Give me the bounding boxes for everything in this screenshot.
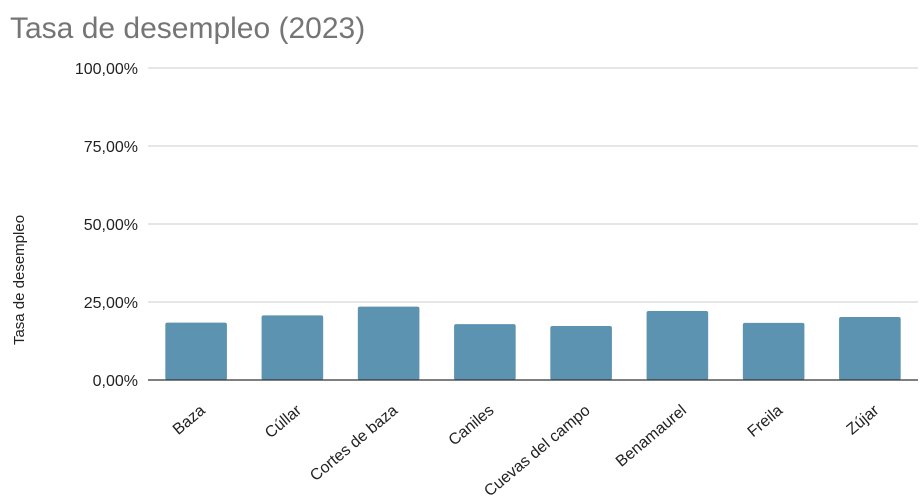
x-category-label: Cuevas del campo bbox=[481, 402, 594, 497]
bar bbox=[839, 316, 901, 380]
x-category-label: Freila bbox=[745, 402, 787, 441]
gridlines bbox=[148, 67, 918, 303]
x-category-label: Cortes de baza bbox=[307, 402, 401, 485]
x-category-label: Benamaurel bbox=[613, 402, 690, 470]
y-tick-label: 25,00% bbox=[84, 295, 138, 312]
bar bbox=[357, 306, 420, 380]
x-category-label: Caniles bbox=[446, 402, 498, 449]
x-category-label: Zújar bbox=[844, 402, 883, 439]
bar bbox=[742, 322, 805, 380]
y-tick-label: 100,00% bbox=[75, 61, 138, 78]
bar bbox=[165, 322, 227, 380]
y-tick-label: 50,00% bbox=[84, 217, 138, 234]
x-category-label: Baza bbox=[170, 402, 209, 439]
y-tick-label: 0,00% bbox=[93, 373, 138, 390]
bar bbox=[550, 326, 612, 380]
bar bbox=[454, 324, 516, 380]
y-axis-label: Tasa de desempleo bbox=[11, 215, 28, 345]
x-category-label: Cúllar bbox=[262, 402, 305, 442]
y-tick-labels: 0,00% 25,00% 50,00% 75,00% 100,00% bbox=[75, 61, 138, 390]
bars bbox=[165, 306, 901, 380]
bar bbox=[261, 315, 324, 380]
chart-title: Tasa de desempleo (2023) bbox=[10, 12, 365, 45]
y-tick-label: 75,00% bbox=[84, 139, 138, 156]
bar bbox=[646, 311, 709, 380]
